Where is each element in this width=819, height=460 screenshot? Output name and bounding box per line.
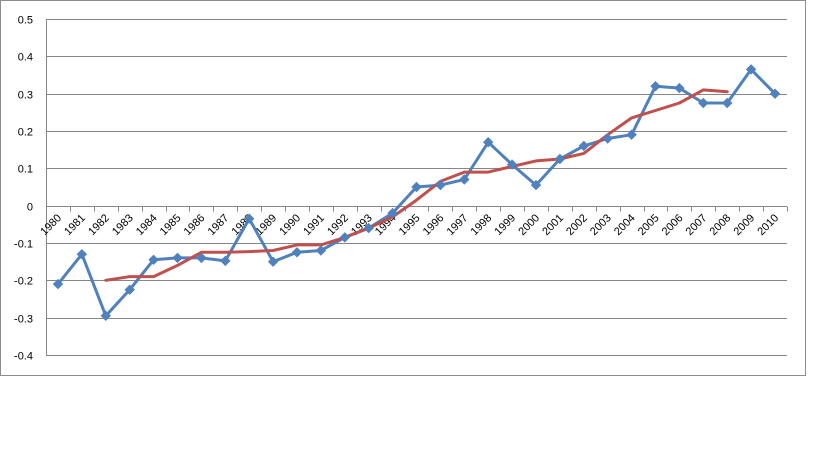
gridlines [46, 19, 787, 356]
y-tick-label: -0.3 [14, 314, 33, 326]
data-point-marker [124, 284, 135, 295]
y-tick-label: 0.4 [18, 52, 33, 64]
x-tick-label: 1998 [469, 212, 495, 238]
y-tick-label: -0.2 [14, 276, 33, 288]
data-point-marker [220, 255, 231, 267]
x-tick-label: 2006 [660, 212, 686, 238]
x-tick-label: 1996 [421, 212, 447, 238]
y-tick-labels: 0.5 0.4 0.3 0.2 0.1 0 -0.1 -0.2 -0.3 -0.4 [14, 15, 33, 363]
x-tick-label: 2002 [564, 212, 590, 238]
x-tick-label: 2005 [636, 212, 662, 238]
y-tick-label: 0.3 [18, 90, 33, 102]
x-tick-label: 2008 [708, 212, 734, 238]
x-tick-label: 2000 [516, 212, 542, 238]
data-point-marker [148, 254, 159, 266]
x-tick-label: 1980 [38, 212, 64, 238]
data-point-marker [52, 278, 64, 290]
series-markers [52, 64, 781, 322]
y-tick-label: 0 [27, 202, 33, 214]
data-point-marker [387, 207, 398, 219]
data-point-marker [721, 97, 733, 109]
data-point-marker [602, 133, 613, 144]
y-tick-label: -0.1 [14, 239, 33, 251]
x-tick-label: 1999 [492, 212, 518, 238]
x-tick-label: 2003 [588, 212, 614, 238]
data-point-marker [554, 153, 566, 165]
data-point-marker [100, 310, 112, 322]
x-tick-label: 1981 [62, 212, 88, 238]
data-point-marker [769, 88, 781, 99]
x-tick-label: 2007 [684, 212, 710, 238]
data-point-marker [650, 80, 661, 92]
data-point-marker [315, 245, 327, 256]
data-point-marker [578, 140, 590, 152]
data-point-marker [674, 82, 685, 94]
data-point-marker [411, 181, 422, 193]
x-tick-label: 1985 [158, 212, 184, 238]
x-tick-label: 2001 [540, 212, 566, 238]
data-point-marker [76, 248, 88, 260]
x-tick-label: 1982 [86, 212, 112, 238]
y-tick-label: 0.1 [18, 164, 33, 176]
y-tick-label: 0.5 [18, 15, 33, 27]
data-point-marker [363, 222, 374, 234]
x-tick-label: 1995 [397, 212, 423, 238]
data-point-marker [745, 64, 757, 75]
data-point-marker [506, 159, 518, 170]
data-point-marker [339, 232, 351, 243]
data-point-marker [530, 179, 542, 191]
line-chart: 0.50.40.30.20.10-0.1-0.2-0.3-0.4 1980198… [14, 15, 788, 363]
data-point-marker [243, 213, 255, 224]
y-tick-label: -0.4 [14, 351, 33, 363]
data-point-marker [698, 97, 709, 109]
data-point-marker [459, 174, 470, 185]
x-tick-labels: 1980198119821983198419851986198719881989… [38, 212, 781, 238]
x-tick-label: 1986 [182, 212, 208, 238]
x-tick-label: 1983 [110, 212, 136, 238]
axes [46, 19, 788, 355]
x-tick-label: 1997 [445, 212, 471, 238]
chart-frame: 0.5 0.4 0.3 0.2 0.1 0 -0.1 -0.2 -0.3 -0.4 1980 198… [0, 0, 806, 376]
data-point-marker [626, 129, 637, 140]
series-line-2 [104, 88, 729, 282]
x-tick-label: 2010 [755, 212, 781, 238]
y-tick-label: 0.2 [18, 127, 33, 139]
series-lines [56, 67, 777, 318]
data-point-marker [267, 256, 279, 267]
data-point-marker [172, 252, 183, 264]
x-tick-label: 1992 [325, 212, 351, 238]
data-point-marker [435, 179, 446, 191]
x-tick-label: 1984 [134, 212, 160, 238]
x-tick-label: 2004 [612, 212, 638, 238]
x-tick-label: 1990 [277, 212, 303, 238]
x-tick-label: 1987 [206, 212, 232, 238]
data-point-marker [482, 136, 494, 148]
data-point-marker [196, 252, 207, 264]
x-tick-label: 1991 [301, 212, 327, 238]
x-tick-label: 2009 [731, 212, 757, 238]
data-point-marker [291, 247, 303, 258]
